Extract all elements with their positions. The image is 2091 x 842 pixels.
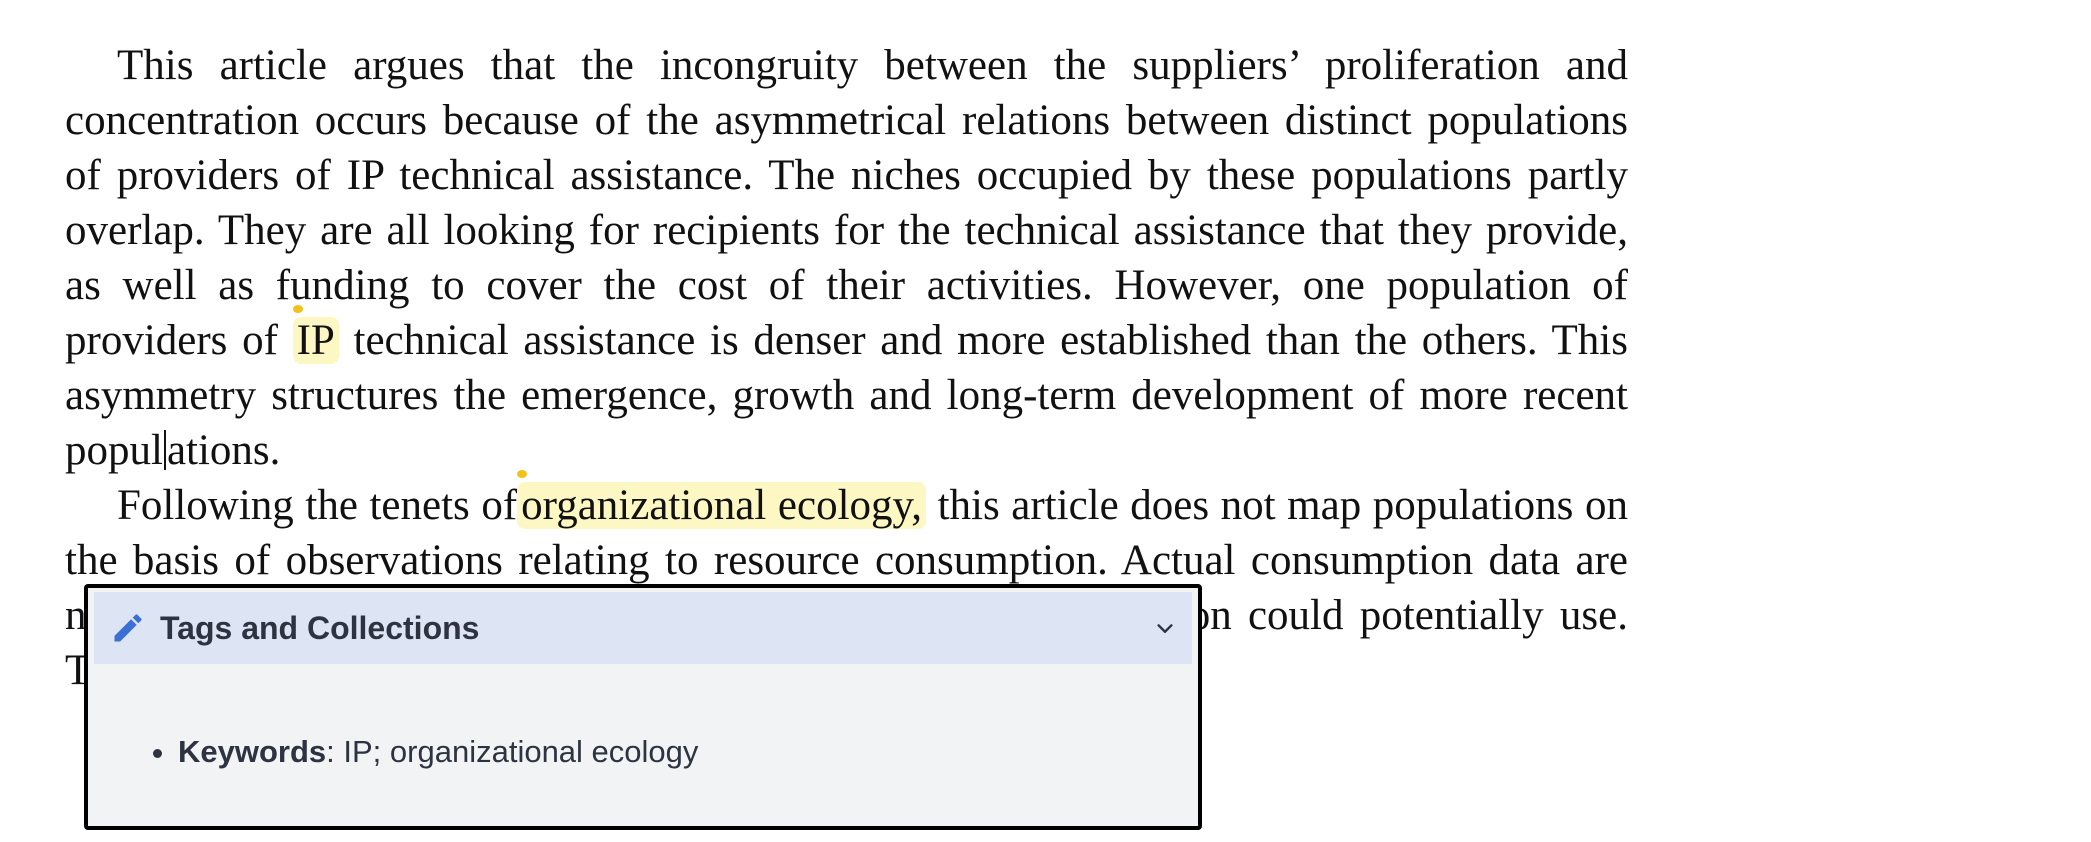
p1-text-before: This article argues that the incongruity… [65,42,1628,364]
paragraph-1: This article argues that the incongruity… [65,38,1628,478]
popup-title: Tags and Collections [160,609,480,646]
text-caret [163,430,166,470]
keywords-label: Keywords [178,734,327,769]
highlight-organizational-ecology[interactable]: organizational ecology, [517,470,926,529]
highlight-ip-text: IP [296,317,335,364]
chevron-down-icon[interactable] [1154,618,1176,640]
highlight-ip[interactable]: IP [292,305,339,364]
keywords-list: Keywords: IP; organizational ecology [148,734,698,770]
p2-text-before: Following the tenets of [117,482,518,529]
pencil-icon[interactable] [110,610,146,646]
popup-body: Keywords: IP; organizational ecology [88,664,1198,824]
popup-header[interactable]: Tags and Collections [94,592,1192,664]
keywords-item: Keywords: IP; organizational ecology [178,734,698,770]
article-text: This article argues that the incongruity… [65,38,1628,698]
tags-collections-popup: Tags and Collections Keywords: IP; organ… [84,584,1202,830]
p1-text-after-caret: ations. [166,427,281,474]
keywords-value[interactable]: : IP; organizational ecology [326,734,699,769]
annotation-marker-icon[interactable] [292,305,303,313]
annotation-marker-icon[interactable] [517,470,528,478]
highlight-organizational-ecology-text: organizational ecology, [521,482,922,529]
p1-text-after: technical assistance is denser and more … [65,317,1628,474]
